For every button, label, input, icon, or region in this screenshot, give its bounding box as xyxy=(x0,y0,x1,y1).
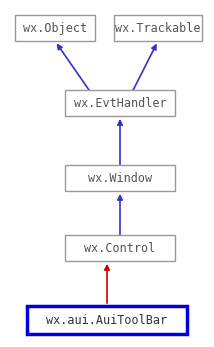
FancyBboxPatch shape xyxy=(65,90,175,116)
FancyBboxPatch shape xyxy=(114,15,202,41)
FancyBboxPatch shape xyxy=(15,15,95,41)
Text: wx.Control: wx.Control xyxy=(84,242,156,254)
FancyBboxPatch shape xyxy=(27,306,187,334)
Text: wx.EvtHandler: wx.EvtHandler xyxy=(74,96,166,110)
Text: wx.aui.AuiToolBar: wx.aui.AuiToolBar xyxy=(46,313,168,327)
Text: wx.Object: wx.Object xyxy=(23,22,87,34)
Text: wx.Trackable: wx.Trackable xyxy=(115,22,201,34)
FancyBboxPatch shape xyxy=(65,165,175,191)
Text: wx.Window: wx.Window xyxy=(88,171,152,185)
FancyBboxPatch shape xyxy=(65,235,175,261)
